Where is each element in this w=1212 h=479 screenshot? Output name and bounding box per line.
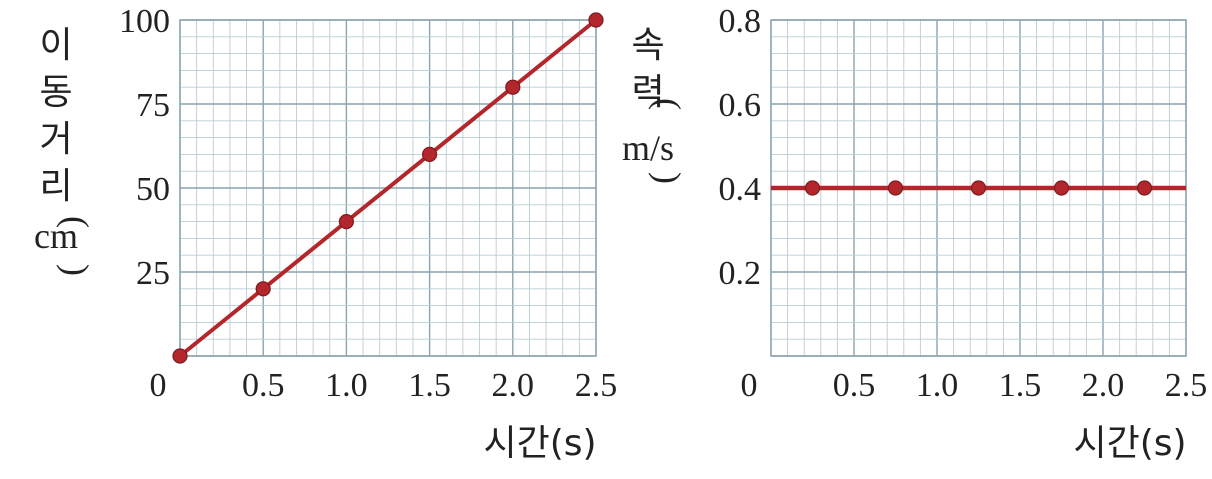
y-axis-unit: ( m/s) [622, 98, 688, 184]
unit-close-paren: ) [56, 264, 96, 276]
x-tick-label: 0 [741, 367, 758, 404]
series-line [178, 18, 598, 358]
x-tick-label: 2.0 [1082, 367, 1125, 404]
x-axis-title: 시간(s) [1073, 423, 1186, 464]
speed-chart: 0 0.5 1.0 1.5 2.0 2.5 0.2 0.4 0.6 0.8 속력( m/s) 시간(s) [622, 3, 1207, 464]
y-axis-unit-text: m/s [622, 128, 674, 168]
x-tick-label: 0.5 [833, 367, 876, 404]
data-point [505, 79, 521, 95]
y-tick-label: 0.8 [719, 3, 762, 40]
data-point [422, 146, 438, 162]
plot-frame [179, 19, 597, 357]
grid [770, 19, 1187, 357]
y-axis-title-char: 동 [39, 72, 72, 113]
x-tick-label: 2.0 [492, 367, 535, 404]
x-tick-label: 1.5 [999, 367, 1042, 404]
data-point [588, 12, 604, 28]
y-tick-label: 0.2 [719, 255, 762, 292]
y-axis-unit: cm() [34, 216, 96, 276]
y-axis-unit-text: cm [34, 216, 78, 256]
y-axis-title-char: 거 [39, 119, 72, 160]
x-tick-label: 1.0 [325, 367, 368, 404]
y-axis-title-char: 리 [39, 166, 72, 207]
unit-open-paren: ( [648, 98, 688, 110]
data-point [970, 180, 987, 196]
grid [179, 19, 597, 357]
data-point [255, 281, 271, 297]
y-tick-label: 50 [136, 171, 170, 208]
y-tick-label: 0.6 [719, 87, 762, 124]
y-tick-label: 100 [119, 3, 170, 40]
data-point [1053, 180, 1070, 196]
y-tick-label: 0.4 [719, 171, 762, 208]
x-tick-label: 1.5 [408, 367, 451, 404]
x-axis-title: 시간(s) [483, 423, 596, 464]
data-point [1136, 180, 1153, 196]
x-tick-label: 2.5 [1165, 367, 1208, 404]
data-point [887, 180, 904, 196]
x-tick-label: 1.0 [916, 367, 959, 404]
y-axis-title-char: 속 [631, 25, 664, 66]
data-point [338, 214, 354, 230]
y-tick-label: 25 [136, 255, 170, 292]
data-point [172, 348, 188, 364]
unit-open-paren: ( [56, 216, 96, 228]
x-tick-label: 2.5 [575, 367, 618, 404]
y-axis-title-char: 력 [631, 72, 664, 113]
unit-close-paren: ) [648, 172, 688, 184]
data-point [804, 180, 821, 196]
x-tick-label: 0.5 [242, 367, 285, 404]
x-tick-label: 0 [150, 367, 167, 404]
y-tick-label: 75 [136, 87, 170, 124]
y-axis-title-char: 이 [39, 25, 72, 66]
